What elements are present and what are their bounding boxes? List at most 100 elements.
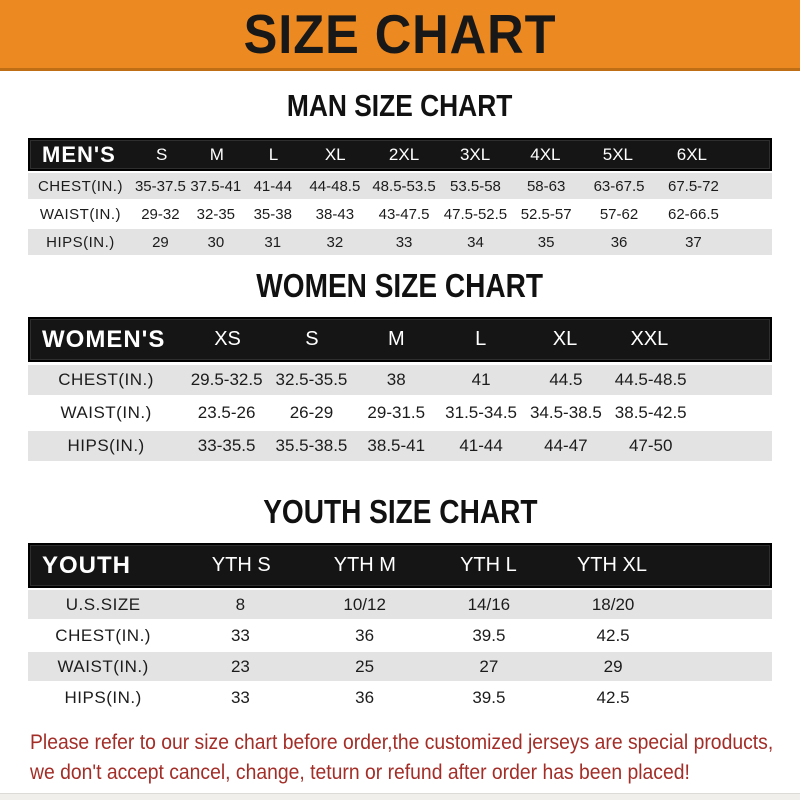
table-cell: 23 <box>230 656 250 676</box>
column-header: YTH L <box>460 554 517 576</box>
table-cell: 47-50 <box>628 436 673 455</box>
banner-title: SIZE CHART <box>243 2 557 65</box>
row-label: CHEST(IN.) <box>55 625 151 645</box>
table-cell: 10/12 <box>343 594 386 614</box>
column-header: 4XL <box>530 144 561 164</box>
table-cell: 33 <box>230 625 250 645</box>
table-cell: 18/20 <box>591 594 635 614</box>
table-cell: 33-35.5 <box>197 436 256 455</box>
table-header-row: WOMEN'S XS S M L XL XXL <box>28 317 772 362</box>
table-cell: 63-67.5 <box>593 177 645 195</box>
table-cell: 36 <box>610 233 628 251</box>
row-label: HIPS(IN.) <box>67 436 145 455</box>
column-header: L <box>268 144 279 164</box>
table-header-label: MEN'S <box>42 141 116 167</box>
table-cell: 42.5 <box>596 625 630 645</box>
column-header: 6XL <box>676 144 707 164</box>
column-header: M <box>387 328 405 350</box>
table-cell: 27 <box>479 656 499 676</box>
disclaimer-line-2: we don't accept cancel, change, teturn o… <box>30 760 690 784</box>
size-chart-banner: SIZE CHART <box>0 0 800 71</box>
table-cell: 34.5-38.5 <box>529 403 602 422</box>
table-cell: 23.5-26 <box>197 403 256 422</box>
table-row: WAIST(IN.) 23 25 27 29 <box>28 652 772 681</box>
disclaimer-text: Please refer to our size chart before or… <box>30 727 800 787</box>
table-cell: 53.5-58 <box>450 177 501 195</box>
row-label: HIPS(IN.) <box>64 687 142 707</box>
column-header: XL <box>324 144 346 164</box>
row-label: U.S.SIZE <box>65 594 141 614</box>
table-row: CHEST(IN.) 33 36 39.5 42.5 <box>28 621 772 650</box>
table-cell: 43-47.5 <box>378 205 430 223</box>
table-cell: 62-66.5 <box>667 205 719 223</box>
youth-size-table: YOUTH YTH S YTH M YTH L YTH XL U.S.SIZE 8 10/12… <box>28 543 772 712</box>
table-cell: 47.5-52.5 <box>443 205 508 223</box>
table-cell: 41-44 <box>459 436 503 455</box>
column-header: YTH S <box>211 554 271 576</box>
table-cell: 58-63 <box>526 177 566 195</box>
men-section-heading: MAN SIZE CHART <box>0 90 800 121</box>
table-row: HIPS(IN.) 33 36 39.5 42.5 <box>28 683 772 712</box>
table-cell: 38-43 <box>315 205 355 223</box>
table-cell: 38.5-41 <box>367 436 426 455</box>
table-cell: 67.5-72 <box>667 177 719 195</box>
table-row: CHEST(IN.) 35-37.5 37.5-41 41-44 44-48.5 48.5… <box>28 173 772 199</box>
table-cell: 41-44 <box>253 177 292 195</box>
table-header-row: MEN'S S M L XL 2XL 3XL 4XL 5XL 6XL <box>28 138 772 171</box>
disclaimer-line-1: Please refer to our size chart before or… <box>30 730 774 754</box>
table-cell: 32 <box>326 233 344 251</box>
table-header-label: WOMEN'S <box>42 325 166 353</box>
table-cell: 30 <box>207 233 225 251</box>
women-section-heading-text: WOMEN SIZE CHART <box>256 267 544 304</box>
table-cell: 29 <box>152 233 169 251</box>
men-size-table: MEN'S S M L XL 2XL 3XL 4XL 5XL 6XL CHEST(IN.) 35-37… <box>28 138 772 255</box>
table-row: WAIST(IN.) 23.5-26 26-29 29-31.5 31.5-34.5 34… <box>28 398 772 428</box>
table-row: WAIST(IN.) 29-32 32-35 35-38 38-43 43-47.5 47.… <box>28 201 772 227</box>
table-cell: 39.5 <box>472 625 506 645</box>
youth-section-heading-text: YOUTH SIZE CHART <box>262 493 538 530</box>
table-cell: 35 <box>537 233 555 251</box>
table-cell: 39.5 <box>472 687 506 707</box>
column-header: 2XL <box>388 144 420 164</box>
table-cell: 34 <box>467 233 484 251</box>
row-label: CHEST(IN.) <box>37 177 123 195</box>
table-cell: 38 <box>386 370 406 389</box>
table-cell: 29-32 <box>141 205 180 223</box>
table-cell: 52.5-57 <box>520 205 572 223</box>
table-cell: 36 <box>355 687 375 707</box>
table-cell: 35-38 <box>253 205 292 223</box>
column-header: 5XL <box>602 144 633 164</box>
table-row: HIPS(IN.) 29 30 31 32 33 34 35 36 37 <box>28 229 772 255</box>
column-header: XL <box>552 328 578 350</box>
table-cell: 35-37.5 <box>134 177 186 195</box>
table-cell: 33 <box>230 687 250 707</box>
table-cell: 8 <box>235 594 246 614</box>
table-header-row: YOUTH YTH S YTH M YTH L YTH XL <box>28 543 772 588</box>
row-label: WAIST(IN.) <box>39 205 121 223</box>
table-cell: 44-47 <box>544 436 588 455</box>
table-cell: 35.5-38.5 <box>275 436 348 455</box>
table-row: U.S.SIZE 8 10/12 14/16 18/20 <box>28 590 772 619</box>
youth-section-heading: YOUTH SIZE CHART <box>0 495 800 528</box>
table-cell: 32-35 <box>196 205 236 223</box>
table-cell: 42.5 <box>596 687 630 707</box>
column-header: S <box>156 144 168 164</box>
women-size-table: WOMEN'S XS S M L XL XXL CHEST(IN.) 29.5-32.5 32.5… <box>28 317 772 461</box>
column-header: M <box>209 144 224 164</box>
table-cell: 44.5-48.5 <box>614 370 687 389</box>
row-label: WAIST(IN.) <box>57 656 149 676</box>
bottom-edge-strip <box>0 793 800 800</box>
table-cell: 44-48.5 <box>309 177 361 195</box>
table-header-label: YOUTH <box>42 551 131 579</box>
column-header: S <box>305 328 319 350</box>
men-section-heading-text: MAN SIZE CHART <box>287 88 513 123</box>
table-cell: 44.5 <box>549 370 583 389</box>
table-cell: 37 <box>685 233 702 251</box>
table-cell: 37.5-41 <box>190 177 242 195</box>
table-cell: 48.5-53.5 <box>372 177 436 195</box>
table-cell: 31.5-34.5 <box>445 403 517 422</box>
column-header: XXL <box>630 328 669 350</box>
table-row: CHEST(IN.) 29.5-32.5 32.5-35.5 38 41 44.5 44.5… <box>28 365 772 395</box>
table-cell: 38.5-42.5 <box>614 403 687 422</box>
column-header: L <box>475 328 487 350</box>
